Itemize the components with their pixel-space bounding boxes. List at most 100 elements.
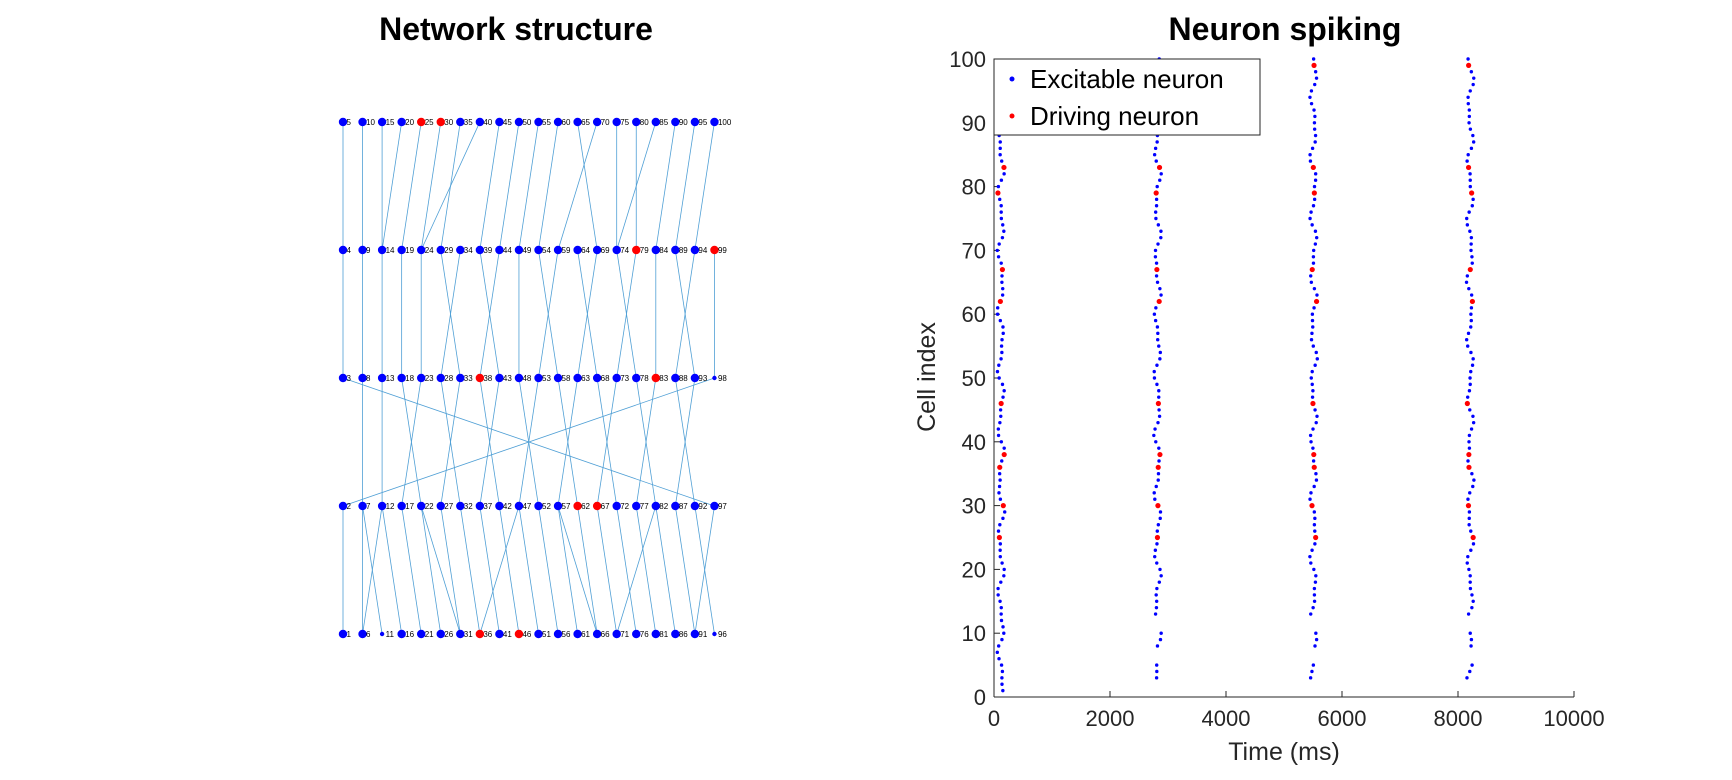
network-node-label: 27 bbox=[444, 502, 453, 511]
excitable-spike bbox=[1308, 676, 1313, 680]
excitable-spike bbox=[1465, 223, 1470, 227]
excitable-spike bbox=[1469, 637, 1474, 642]
network-node bbox=[417, 629, 426, 639]
network-node bbox=[710, 501, 719, 511]
network-node bbox=[632, 373, 641, 383]
network-node bbox=[632, 245, 641, 255]
excitable-spike bbox=[1312, 121, 1317, 125]
excitable-spike bbox=[1469, 312, 1473, 316]
excitable-spike bbox=[996, 644, 1001, 648]
network-node bbox=[710, 245, 719, 255]
network-node-label: 79 bbox=[640, 246, 649, 255]
excitable-spike bbox=[999, 580, 1003, 584]
excitable-spike bbox=[1467, 523, 1471, 527]
excitable-spike bbox=[1001, 688, 1005, 693]
excitable-spike bbox=[999, 357, 1003, 361]
network-node-label: 90 bbox=[679, 118, 688, 127]
excitable-spike bbox=[1157, 344, 1161, 348]
excitable-spike bbox=[1155, 382, 1159, 387]
excitable-spike bbox=[1002, 574, 1006, 578]
excitable-spike bbox=[1156, 478, 1160, 482]
excitable-spike bbox=[998, 420, 1002, 425]
network-node bbox=[358, 373, 367, 383]
excitable-spike bbox=[1309, 376, 1313, 380]
network-node bbox=[671, 629, 680, 639]
network-node bbox=[514, 245, 524, 255]
driving-spike bbox=[1311, 190, 1317, 196]
excitable-spike bbox=[1159, 631, 1163, 635]
excitable-spike bbox=[1154, 593, 1158, 597]
driving-spike bbox=[1466, 62, 1472, 68]
excitable-spike bbox=[1000, 235, 1005, 240]
excitable-spike bbox=[1000, 459, 1004, 463]
excitable-spike bbox=[1466, 101, 1470, 106]
legend-marker-excitable bbox=[1009, 76, 1015, 82]
network-node-label: 8 bbox=[366, 374, 371, 383]
network-node-label: 50 bbox=[522, 118, 531, 127]
excitable-spike bbox=[1000, 159, 1004, 163]
network-node-label: 1 bbox=[347, 630, 352, 639]
network-edges bbox=[342, 121, 715, 635]
excitable-spike bbox=[1310, 312, 1315, 316]
excitable-spike bbox=[1468, 172, 1472, 176]
excitable-spike bbox=[1314, 472, 1318, 476]
excitable-spike bbox=[1001, 223, 1005, 227]
network-node bbox=[671, 373, 680, 383]
excitable-spike bbox=[999, 210, 1003, 214]
excitable-spike bbox=[1153, 497, 1157, 501]
excitable-spike bbox=[1468, 631, 1472, 635]
legend-label-driving: Driving neuron bbox=[1030, 101, 1199, 131]
y-tick-label: 0 bbox=[974, 685, 986, 710]
network-edge bbox=[674, 377, 696, 507]
network-node bbox=[690, 373, 700, 383]
network-node bbox=[456, 245, 465, 255]
network-node bbox=[612, 117, 621, 127]
excitable-spike bbox=[1002, 172, 1006, 176]
excitable-spike bbox=[998, 542, 1003, 546]
network-node-label: 96 bbox=[718, 630, 727, 639]
network-node-label: 46 bbox=[522, 630, 531, 639]
network-node-label: 30 bbox=[444, 118, 453, 127]
excitable-spike bbox=[1308, 95, 1312, 99]
excitable-spike bbox=[1309, 101, 1314, 106]
excitable-spike bbox=[1469, 548, 1473, 552]
excitable-spike bbox=[1313, 229, 1318, 233]
network-edge bbox=[479, 377, 500, 507]
excitable-spike bbox=[1157, 389, 1161, 393]
network-node-label: 34 bbox=[464, 246, 473, 255]
driving-spike bbox=[1154, 534, 1161, 541]
excitable-spike bbox=[1308, 497, 1312, 501]
excitable-spike bbox=[1154, 306, 1158, 310]
excitable-spike bbox=[1159, 235, 1163, 240]
network-node-label: 85 bbox=[659, 118, 668, 127]
network-node-label: 70 bbox=[601, 118, 610, 127]
excitable-spike bbox=[1468, 382, 1472, 387]
excitable-spike bbox=[1470, 261, 1474, 265]
network-node-label: 7 bbox=[366, 502, 371, 511]
excitable-spike bbox=[1000, 676, 1004, 680]
excitable-spike bbox=[1313, 363, 1317, 367]
excitable-spike bbox=[999, 618, 1004, 623]
network-node bbox=[632, 117, 641, 127]
network-node-label: 22 bbox=[425, 502, 434, 511]
excitable-spike bbox=[1467, 516, 1471, 521]
network-node bbox=[417, 245, 426, 255]
network-node bbox=[475, 245, 485, 255]
excitable-spike bbox=[998, 197, 1002, 202]
excitable-spike bbox=[996, 586, 1000, 591]
network-node-label: 49 bbox=[522, 246, 531, 255]
excitable-spike bbox=[1466, 57, 1470, 61]
network-node-label: 95 bbox=[698, 118, 707, 127]
network-node-label: 29 bbox=[444, 246, 453, 255]
network-node-label: 52 bbox=[542, 502, 551, 511]
network-node-label: 5 bbox=[347, 118, 352, 127]
x-tick-label: 10000 bbox=[1543, 706, 1604, 731]
excitable-spike bbox=[1311, 57, 1316, 61]
excitable-spike bbox=[1314, 76, 1319, 80]
excitable-spike bbox=[996, 255, 1001, 259]
excitable-spike bbox=[1152, 312, 1157, 316]
excitable-spike bbox=[1468, 408, 1472, 412]
excitable-spike bbox=[1467, 286, 1471, 291]
y-tick-label: 40 bbox=[962, 430, 986, 455]
